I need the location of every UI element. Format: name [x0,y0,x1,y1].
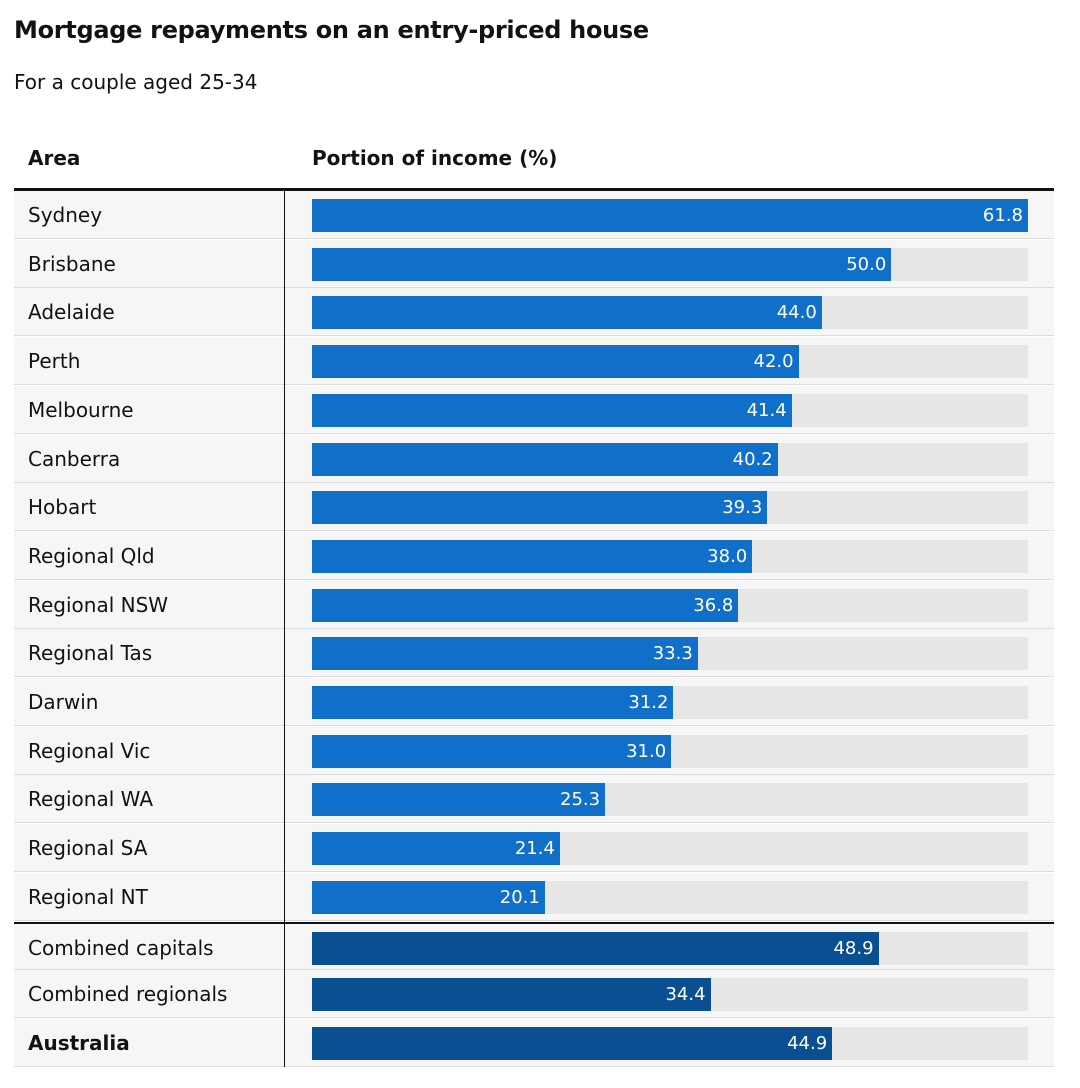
bar-track: 33.3 [312,637,1028,671]
row-label: Brisbane [28,251,116,276]
bar: 48.9 [312,931,879,965]
bar-track: 44.0 [312,296,1028,330]
chart-title: Mortgage repayments on an entry-priced h… [14,16,649,44]
data-label: 48.9 [833,937,874,959]
row-label: Regional Qld [28,543,155,568]
row-label: Regional WA [28,787,153,812]
bar-track: 44.9 [312,1026,1028,1060]
table-row: Regional WA 25.3 [14,775,1054,824]
table-row: Regional NSW 36.8 [14,580,1054,629]
table-row: Canberra 40.2 [14,434,1054,483]
table-row: Brisbane 50.0 [14,239,1054,288]
data-label: 36.8 [693,594,734,616]
row-label: Perth [28,349,81,374]
table-row: Perth 42.0 [14,337,1054,386]
table-row: Regional Tas 33.3 [14,629,1054,678]
data-label: 25.3 [560,789,601,811]
table-row: Australia 44.9 [14,1018,1054,1067]
bar: 20.1 [312,880,545,914]
bar: 44.0 [312,296,822,330]
table-row: Darwin 31.2 [14,678,1054,726]
table-row: Combined capitals 48.9 [14,921,1054,970]
data-label: 61.8 [982,205,1023,226]
row-label: Adelaide [28,300,115,325]
bar-track: 39.3 [312,491,1028,525]
row-label: Regional NSW [28,592,169,617]
bar-track: 20.1 [312,880,1028,914]
data-label: 40.2 [732,448,773,470]
column-divider [284,191,285,1067]
row-label: Regional Tas [28,641,153,666]
table-row: Regional NT 20.1 [14,872,1054,921]
column-header-portion-of-income: Portion of income (%) [312,146,558,170]
column-header-area: Area [28,146,81,170]
data-label: 41.4 [746,399,787,421]
row-label: Regional Vic [28,738,151,763]
bar-track: 21.4 [312,832,1028,866]
data-label: 33.3 [652,643,693,665]
bar-track: 40.2 [312,442,1028,476]
row-label: Hobart [28,495,97,520]
bar-track: 25.3 [312,783,1028,817]
table-row: Sydney 61.8 [14,191,1054,239]
data-label: 50.0 [846,253,887,275]
data-label: 20.1 [499,886,540,908]
row-label: Canberra [28,446,121,471]
table-row: Melbourne 41.4 [14,385,1054,434]
bar: 61.8 [312,199,1028,232]
data-label: 38.0 [707,545,748,567]
bar-track: 42.0 [312,345,1028,379]
data-label: 31.2 [628,692,669,713]
bar: 34.4 [312,978,711,1012]
data-label: 31.0 [626,740,667,762]
table-row: Regional Qld 38.0 [14,531,1054,580]
data-label: 39.3 [722,497,763,519]
row-label: Melbourne [28,397,134,422]
bar-track: 31.2 [312,686,1028,719]
header-rule [14,188,1054,191]
table-row: Regional SA 21.4 [14,824,1054,873]
bar-track: 31.0 [312,734,1028,768]
bar: 40.2 [312,442,778,476]
table-row: Combined regionals 34.4 [14,970,1054,1019]
bar: 42.0 [312,345,799,379]
bar-track: 50.0 [312,247,1028,281]
bar-track: 36.8 [312,588,1028,622]
bar-track: 61.8 [312,199,1028,232]
table-row: Hobart 39.3 [14,483,1054,532]
bar: 41.4 [312,393,792,427]
bar: 39.3 [312,491,768,525]
chart-subtitle: For a couple aged 25-34 [14,70,258,94]
row-label: Australia [28,1030,130,1055]
bar: 31.2 [312,686,674,719]
bar: 50.0 [312,247,892,281]
bar: 31.0 [312,734,672,768]
row-label: Darwin [28,690,99,714]
data-label: 34.4 [665,984,706,1006]
bar: 21.4 [312,832,560,866]
table-row: Regional Vic 31.0 [14,726,1054,775]
bar: 25.3 [312,783,606,817]
data-label: 21.4 [514,838,555,860]
row-label: Combined capitals [28,935,214,960]
data-label: 44.0 [776,302,817,324]
bar-track: 34.4 [312,978,1028,1012]
row-label: Regional SA [28,836,148,861]
bar-track: 38.0 [312,539,1028,573]
row-label: Regional NT [28,884,148,909]
bar-track: 41.4 [312,393,1028,427]
bar: 36.8 [312,588,739,622]
row-label: Combined regionals [28,982,228,1007]
bar: 38.0 [312,539,753,573]
data-label: 44.9 [787,1032,828,1054]
table-row: Adelaide 44.0 [14,288,1054,337]
bar-track: 48.9 [312,931,1028,965]
bar: 33.3 [312,637,698,671]
data-label: 42.0 [753,351,794,373]
bar: 44.9 [312,1026,833,1060]
row-label: Sydney [28,203,103,227]
bar-table: Sydney 61.8 Brisbane 50.0 Adelaide 44.0 Perth 4… [14,191,1054,1067]
